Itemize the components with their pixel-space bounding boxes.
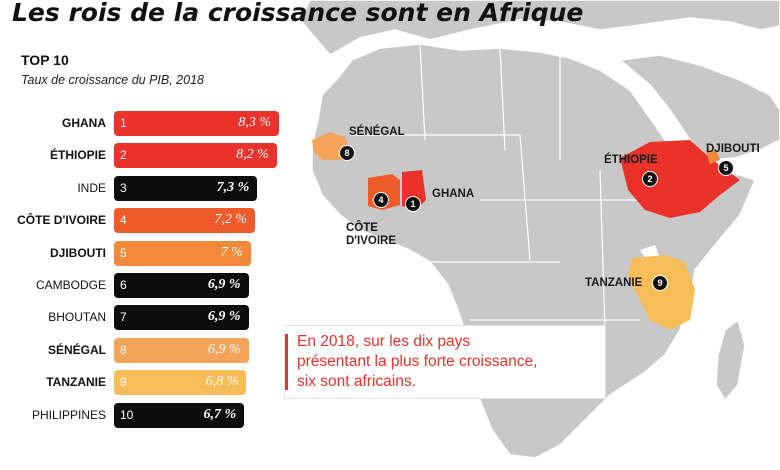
- bar: 10 6,7 %: [114, 402, 245, 428]
- map-label-cote-divoire: CÔTE D'IVOIRE: [346, 222, 397, 247]
- bar-category-label: SÉNÉGAL: [47, 342, 106, 357]
- chart-title: Les rois de la croissance sont en Afriqu…: [12, 0, 584, 27]
- bar-rank: 5: [120, 245, 127, 260]
- bar-row: TANZANIE 9 6,8 %: [0, 369, 300, 397]
- bar-row: SÉNÉGAL 8 6,9 %: [0, 337, 300, 365]
- bar-category-label: GHANA: [62, 116, 106, 130]
- bar-rank: 2: [120, 148, 127, 163]
- bar-value-label: 6,9 %: [207, 341, 241, 357]
- bar-category-label: CÔTE D'IVOIRE: [17, 213, 106, 228]
- bar: 7 6,9 %: [114, 305, 249, 331]
- bar-row: GHANA 1 8,3 %: [0, 110, 300, 138]
- bar-rank: 3: [120, 180, 127, 195]
- bar: 6 6,9 %: [114, 273, 249, 298]
- bar: 9 6,8 %: [114, 370, 247, 396]
- bar-value-label: 6,8 %: [205, 374, 239, 390]
- map-label-ethiopia: ÉTHIOPIE: [604, 154, 658, 166]
- bar-rank: 1: [120, 116, 127, 130]
- bar-row: DJIBOUTI 5 7 %: [0, 240, 300, 268]
- bar-rank: 6: [120, 278, 127, 292]
- bar-rank: 9: [120, 375, 127, 390]
- map-label-djibouti: DJIBOUTI: [706, 143, 760, 155]
- chart-subtitle: TOP 10: [21, 52, 69, 68]
- bar: 8 6,9 %: [114, 337, 249, 363]
- bar-row: PHILIPPINES 10 6,7 %: [0, 402, 300, 430]
- map-marker-senegal: 8: [339, 145, 355, 161]
- bar-value-label: 8,3 %: [238, 115, 271, 130]
- bar-value-label: 7,2 %: [214, 212, 248, 228]
- map-label-senegal: SÉNÉGAL: [349, 126, 405, 138]
- callout-text: En 2018, sur les dix pays présentant la …: [297, 333, 538, 390]
- bar: 2 8,2 %: [114, 143, 277, 169]
- bar-category-label: PHILIPPINES: [31, 407, 106, 422]
- bar: 3 7,3 %: [114, 175, 258, 201]
- bar-row: INDE 3 7,3 %: [0, 175, 300, 203]
- bar: 1 8,3 %: [114, 111, 279, 136]
- bar-row: CAMBODGE 6 6,9 %: [0, 272, 300, 300]
- bar: 5 7 %: [114, 240, 251, 266]
- bar-row: CÔTE D'IVOIRE 4 7,2 %: [0, 207, 300, 235]
- chart-caption: Taux de croissance du PIB, 2018: [21, 73, 204, 87]
- bar: 4 7,2 %: [114, 208, 256, 234]
- map-label-tanzania: TANZANIE: [585, 277, 643, 289]
- bar-value-label: 6,9 %: [207, 277, 241, 292]
- callout-box: En 2018, sur les dix pays présentant la …: [284, 325, 606, 399]
- bar-value-label: 7 %: [220, 244, 243, 260]
- callout-accent: [285, 334, 288, 390]
- bar-rank: 7: [120, 310, 127, 325]
- bar-category-label: INDE: [77, 180, 106, 195]
- bar-row: BHOUTAN 7 6,9 %: [0, 304, 300, 332]
- bar-category-label: CAMBODGE: [35, 278, 106, 292]
- bar-value-label: 7,3 %: [216, 179, 250, 195]
- bar-rank: 4: [120, 213, 127, 228]
- bar-category-label: ÉTHIOPIE: [49, 148, 106, 163]
- map-label-ghana: GHANA: [432, 188, 475, 200]
- map-marker-djibouti: 5: [718, 160, 734, 176]
- bar-rank: 10: [120, 407, 134, 422]
- bar-category-label: TANZANIE: [46, 375, 106, 390]
- map-marker-ghana: 1: [405, 196, 421, 212]
- djibouti-shape: [706, 150, 720, 164]
- bar-row: ÉTHIOPIE 2 8,2 %: [0, 142, 300, 170]
- bar-value-label: 6,7 %: [203, 406, 237, 422]
- map-marker-cote-divoire: 4: [373, 192, 389, 208]
- tanzania-shape: [628, 255, 695, 330]
- bar-rank: 8: [120, 342, 127, 357]
- bar-category-label: DJIBOUTI: [49, 245, 106, 260]
- bar-value-label: 8,2 %: [236, 147, 269, 163]
- map-marker-ethiopia: 2: [642, 171, 658, 187]
- map-marker-tanzania: 9: [652, 275, 668, 291]
- bar-value-label: 6,9 %: [207, 309, 241, 325]
- bar-category-label: BHOUTAN: [48, 310, 106, 325]
